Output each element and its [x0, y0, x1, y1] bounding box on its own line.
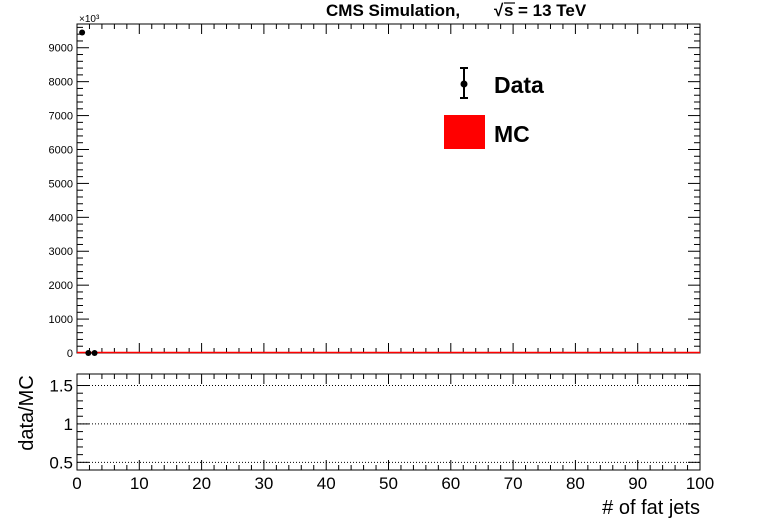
data-point [85, 350, 92, 356]
y-tick-label: 2000 [49, 280, 73, 292]
x-axis-title: # of fat jets [602, 497, 700, 519]
top-x-axis [76, 24, 701, 353]
top-plot-area [77, 29, 700, 356]
top-frame [76, 23, 701, 354]
title-suffix: = 13 TeV [518, 1, 587, 20]
legend-data-marker [460, 80, 468, 88]
chart-title: CMS Simulation, √ s = 13 TeV [326, 1, 587, 20]
y-tick-label: 0 [67, 348, 73, 360]
bottom-y-axis: 0.5 1 1.5 [49, 377, 700, 472]
y-tick-label: 4000 [49, 212, 73, 224]
x-tick-label: 20 [192, 474, 211, 493]
x-tick-label: 40 [317, 474, 336, 493]
y-tick-label: 9000 [49, 43, 73, 55]
title-prefix: CMS Simulation, [326, 1, 460, 20]
x-tick-label: 50 [379, 474, 398, 493]
sqrt-symbol: √ [494, 1, 504, 20]
s-symbol: s [504, 1, 513, 20]
y-tick-label: 6000 [49, 144, 73, 156]
top-panel: ×10³ 0 1000 2000 3000 4000 5000 6000 7000 8000 90… [49, 14, 701, 360]
x-tick-label: 0 [72, 474, 81, 493]
bottom-panel: 0.5 1 1.5 0 10 20 30 40 50 60 70 80 90 100 data/MC #… [16, 373, 714, 519]
data-point [91, 350, 98, 356]
x-tick-label: 70 [504, 474, 523, 493]
top-y-axis: 0 1000 2000 3000 4000 5000 6000 7000 8000 9000 [49, 26, 700, 360]
bottom-y-tick-label: 1 [64, 415, 73, 434]
y-tick-label: 5000 [49, 178, 73, 190]
y-tick-label: 8000 [49, 77, 73, 89]
x-tick-label: 90 [628, 474, 647, 493]
bottom-y-tick-label: 0.5 [49, 453, 73, 472]
legend: Data MC [444, 67, 544, 149]
y-axis-title: data/MC [16, 375, 38, 451]
legend-mc-label: MC [494, 121, 530, 147]
x-tick-label: 10 [130, 474, 149, 493]
y-tick-label: 7000 [49, 111, 73, 123]
bottom-y-tick-label: 1.5 [49, 377, 73, 396]
y-tick-label: 1000 [49, 314, 73, 326]
x-tick-label: 30 [254, 474, 273, 493]
bottom-frame [76, 373, 701, 471]
y-exponent-label: ×10³ [79, 14, 100, 25]
legend-data-label: Data [494, 72, 544, 98]
reference-lines [77, 385, 700, 463]
data-point [79, 29, 86, 36]
legend-mc-swatch [444, 115, 485, 149]
x-tick-label: 100 [686, 474, 714, 493]
x-tick-label: 80 [566, 474, 585, 493]
x-tick-label: 60 [441, 474, 460, 493]
bottom-x-axis: 0 10 20 30 40 50 60 70 80 90 100 [72, 374, 714, 493]
y-tick-label: 3000 [49, 246, 73, 258]
